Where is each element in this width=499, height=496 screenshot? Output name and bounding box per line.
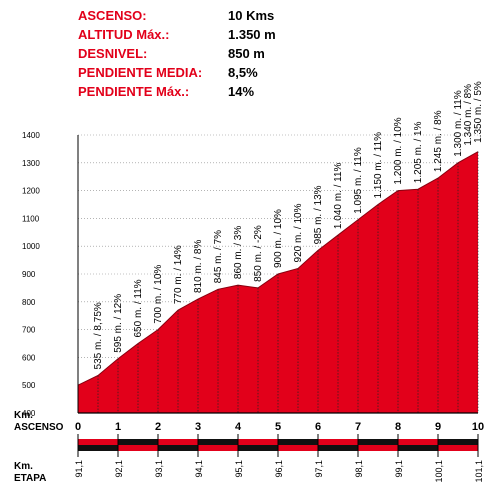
bar-segment [398, 445, 438, 451]
point-label: 1.300 m. / 11% [453, 90, 464, 157]
point-label: 845 m. / 7% [213, 230, 224, 283]
km-tick-label: 6 [315, 421, 321, 433]
y-tick-label: 1200 [22, 187, 40, 196]
bar-segment [438, 445, 478, 451]
point-label: 535 m. / 8,75% [93, 302, 104, 369]
point-label: 1.200 m. / 10% [393, 117, 404, 184]
etapa-tick-label: 95,1 [234, 460, 244, 478]
stat-label: DESNIVEL: [78, 46, 148, 61]
km-tick-label: 1 [115, 421, 121, 433]
y-tick-label: 400 [22, 409, 36, 418]
etapa-axis: 91,1 92,1 93,1 94,1 95,1 96,1 97,1 98,1 99,1 100,… [74, 460, 484, 483]
stat-value: 14% [228, 84, 255, 99]
y-tick-label: 700 [22, 326, 36, 335]
stat-value: 8,5% [228, 65, 258, 80]
point-label: 1.150 m. / 11% [373, 132, 384, 199]
bar-segment [198, 445, 238, 451]
stat-value: 850 m [228, 46, 265, 61]
bar-segment [278, 439, 318, 445]
km-dotted-lines [77, 151, 479, 413]
point-label: 920 m. / 10% [293, 203, 304, 262]
etapa-tick-label: 99,1 [394, 460, 404, 478]
distance-bar [77, 434, 479, 457]
point-label: 770 m. / 14% [173, 245, 184, 304]
point-label: 1.245 m. / 8% [433, 110, 444, 172]
point-label: 1.095 m. / 11% [353, 147, 364, 214]
point-labels: 535 m. / 8,75% 595 m. / 12% 650 m. / 11% 70… [93, 81, 484, 369]
km-tick-label: 10 [472, 421, 484, 433]
point-label: 900 m. / 10% [273, 209, 284, 268]
bar-segment [158, 445, 198, 451]
etapa-axis-label-1: Km. [14, 461, 33, 472]
point-label: 650 m. / 11% [133, 279, 144, 337]
bar-segment [118, 439, 158, 445]
bar-segment [318, 445, 358, 451]
point-label: 985 m. / 13% [313, 185, 324, 244]
y-axis: 400 500 600 700 800 900 1000 1100 1200 1300 1400 [22, 131, 79, 418]
km-axis-label-2: ASCENSO [14, 422, 64, 433]
km-tick-label: 3 [195, 421, 201, 433]
etapa-tick-label: 100,1 [434, 460, 444, 483]
etapa-tick-label: 94,1 [194, 460, 204, 478]
y-tick-label: 1000 [22, 242, 40, 251]
point-label: 1.350 m. / 5% [473, 81, 484, 143]
bar-segment [358, 439, 398, 445]
km-tick-label: 0 [75, 421, 81, 433]
stat-label: PENDIENTE Máx.: [78, 84, 190, 99]
bar-segment [358, 445, 398, 451]
etapa-tick-label: 98,1 [354, 460, 364, 478]
km-axis: 0 1 2 3 4 5 6 7 8 9 10 [75, 412, 484, 433]
point-label: 1.040 m. / 11% [333, 162, 344, 229]
km-tick-label: 8 [395, 421, 401, 433]
etapa-tick-label: 91,1 [74, 460, 84, 478]
km-tick-label: 5 [275, 421, 281, 433]
etapa-tick-label: 97,1 [314, 460, 324, 478]
bar-segment [238, 439, 278, 445]
km-tick-label: 9 [435, 421, 441, 433]
y-tick-label: 600 [22, 353, 36, 362]
y-tick-label: 500 [22, 381, 36, 390]
etapa-tick-label: 101,1 [474, 460, 484, 483]
point-label: 810 m. / 8% [193, 240, 204, 293]
point-label: 595 m. / 12% [113, 294, 124, 353]
bar-segment [438, 439, 478, 445]
km-tick-label: 2 [155, 421, 161, 433]
bar-segment [278, 445, 318, 451]
stat-label: ALTITUD Máx.: [78, 27, 170, 42]
y-tick-label: 1400 [22, 131, 40, 140]
point-label: 850 m. / -2% [253, 225, 264, 282]
bar-segment [78, 439, 118, 445]
bar-segment [238, 445, 278, 451]
point-label: 700 m. / 10% [153, 265, 164, 324]
etapa-axis-label-2: ETAPA [14, 473, 46, 484]
bar-segment [318, 439, 358, 445]
bar-segment [78, 445, 118, 451]
bar-segment [398, 439, 438, 445]
point-label: 860 m. / 3% [233, 226, 244, 279]
y-tick-label: 900 [22, 270, 36, 279]
stat-value: 1.350 m [228, 27, 276, 42]
y-tick-label: 800 [22, 298, 36, 307]
y-tick-label: 1300 [22, 159, 40, 168]
point-label: 1.205 m. / 1% [413, 121, 424, 183]
point-label: 1.340 m. / 8% [463, 84, 474, 146]
bar-segment [158, 439, 198, 445]
bar-segment [198, 439, 238, 445]
stat-label: ASCENSO: [78, 8, 147, 23]
bar-segment [118, 445, 158, 451]
km-tick-label: 4 [235, 421, 242, 433]
km-tick-label: 7 [355, 421, 361, 433]
etapa-tick-label: 96,1 [274, 460, 284, 478]
etapa-tick-label: 93,1 [154, 460, 164, 478]
stat-value: 10 Kms [228, 8, 275, 23]
km-axis-label-1: Km. [14, 410, 33, 421]
etapa-tick-label: 92,1 [114, 460, 124, 478]
stat-label: PENDIENTE MEDIA: [78, 65, 203, 80]
y-tick-label: 1100 [22, 214, 40, 223]
